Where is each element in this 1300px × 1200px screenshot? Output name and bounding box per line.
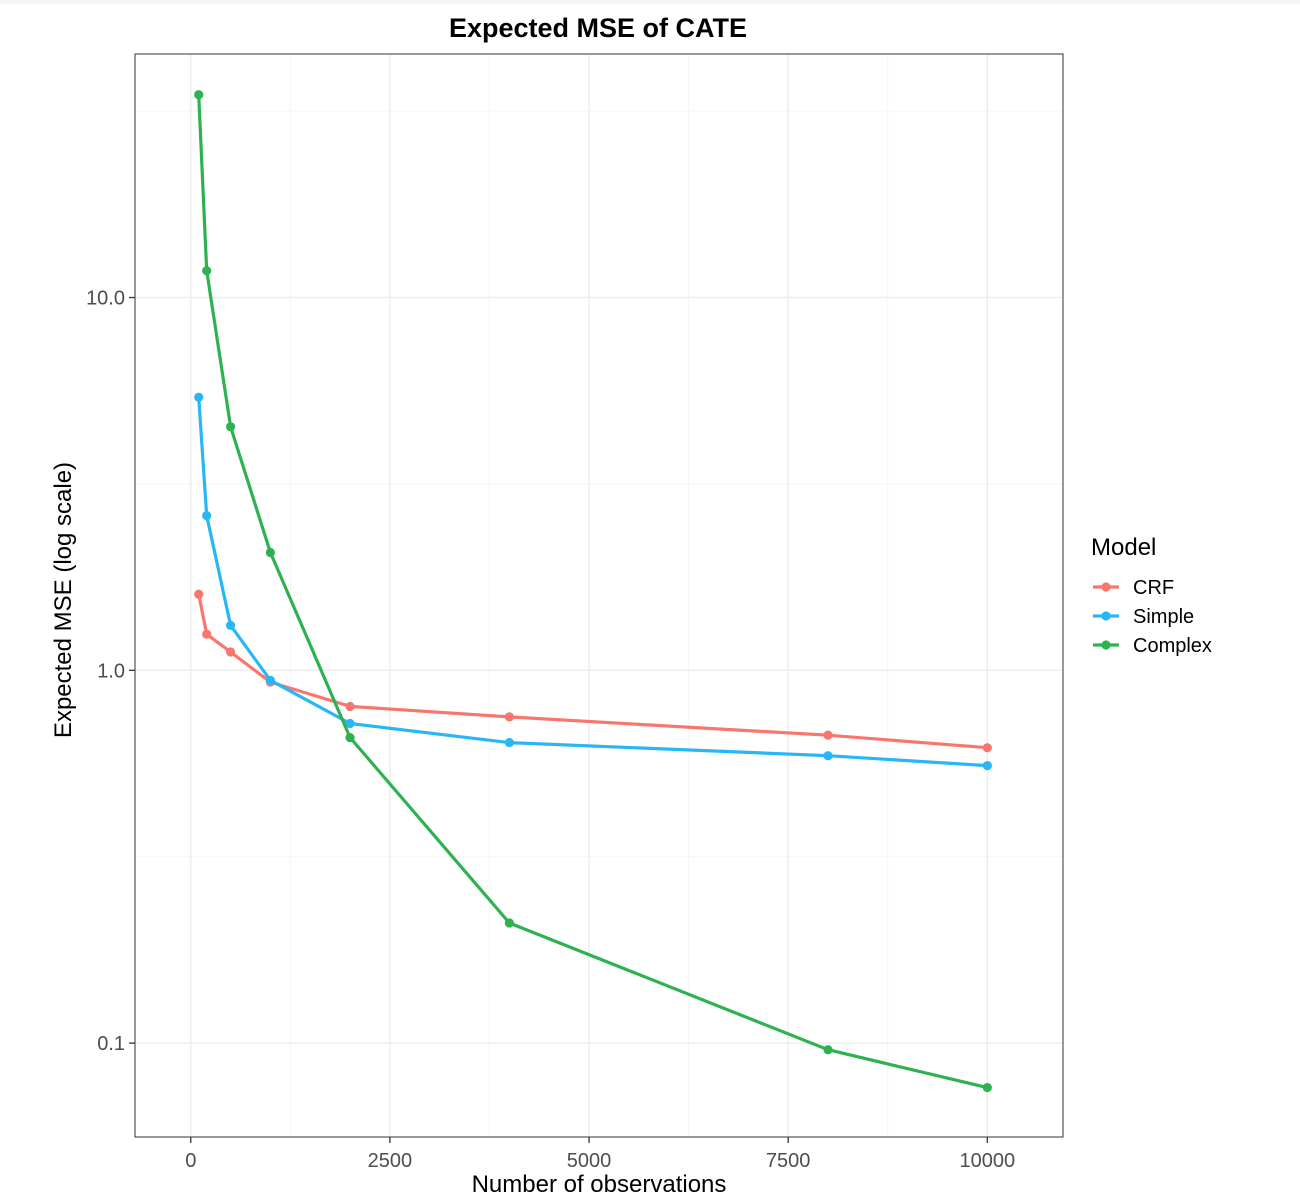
y-axis-title: Expected MSE (log scale): [50, 462, 77, 738]
data-point-complex: [194, 90, 204, 100]
chart-title: Expected MSE of CATE: [449, 13, 747, 43]
y-tick-label: 1.0: [97, 660, 125, 682]
legend-key-point: [1101, 640, 1111, 650]
x-tick-label: 5000: [567, 1150, 612, 1172]
legend-item-simple: Simple: [1093, 606, 1194, 628]
data-point-complex: [225, 422, 236, 432]
data-point-complex: [265, 547, 276, 558]
data-point-simple: [982, 761, 992, 771]
data-point-crf: [225, 647, 236, 657]
legend-label: CRF: [1133, 577, 1174, 599]
data-point-crf: [194, 589, 204, 599]
data-point-simple: [823, 751, 833, 761]
legend: Model CRF Simple Complex: [1091, 534, 1212, 657]
grid-lines: [135, 54, 1063, 1137]
legend-title: Model: [1091, 534, 1156, 561]
series-complex: [194, 90, 992, 1093]
x-axis-ticks: 0 2500 5000 7500 10000: [185, 1137, 1015, 1172]
series-layer: [194, 90, 992, 1093]
panel-border: [134, 53, 1064, 1138]
series-line-complex: [197, 93, 989, 1090]
data-point-simple: [202, 511, 212, 521]
data-point-simple: [194, 392, 204, 402]
data-point-crf: [982, 743, 992, 753]
data-point-crf: [345, 701, 355, 712]
legend-key-point: [1101, 582, 1111, 592]
x-tick-label: 0: [185, 1150, 196, 1172]
series-simple: [194, 392, 992, 771]
data-point-simple: [225, 620, 236, 630]
x-tick-label: 10000: [960, 1150, 1016, 1172]
series-crf: [194, 589, 992, 753]
legend-items: CRF Simple Complex: [1093, 577, 1212, 657]
x-tick-label: 2500: [368, 1150, 413, 1172]
data-point-complex: [504, 918, 514, 928]
data-point-complex: [823, 1045, 833, 1055]
data-point-complex: [982, 1082, 992, 1093]
data-point-crf: [504, 712, 514, 722]
y-tick-label: 0.1: [97, 1033, 125, 1055]
y-axis-ticks: 0.1 1.0 10.0: [86, 288, 135, 1055]
data-point-crf: [202, 629, 212, 639]
series-line-simple: [197, 395, 989, 768]
legend-item-complex: Complex: [1093, 635, 1212, 657]
data-point-simple: [345, 718, 355, 729]
legend-label: Simple: [1133, 606, 1194, 628]
window-top-strip: [0, 0, 1300, 4]
series-line-crf: [197, 592, 989, 750]
legend-item-crf: CRF: [1093, 577, 1174, 599]
data-point-crf: [823, 730, 833, 740]
x-tick-label: 7500: [766, 1150, 811, 1172]
legend-label: Complex: [1133, 635, 1212, 657]
data-point-complex: [202, 266, 212, 276]
data-point-simple: [504, 737, 514, 748]
legend-key-point: [1101, 611, 1111, 621]
data-point-simple: [265, 675, 276, 685]
x-axis-title: Number of observations: [472, 1171, 727, 1198]
y-tick-label: 10.0: [86, 288, 125, 310]
data-point-complex: [345, 732, 355, 743]
